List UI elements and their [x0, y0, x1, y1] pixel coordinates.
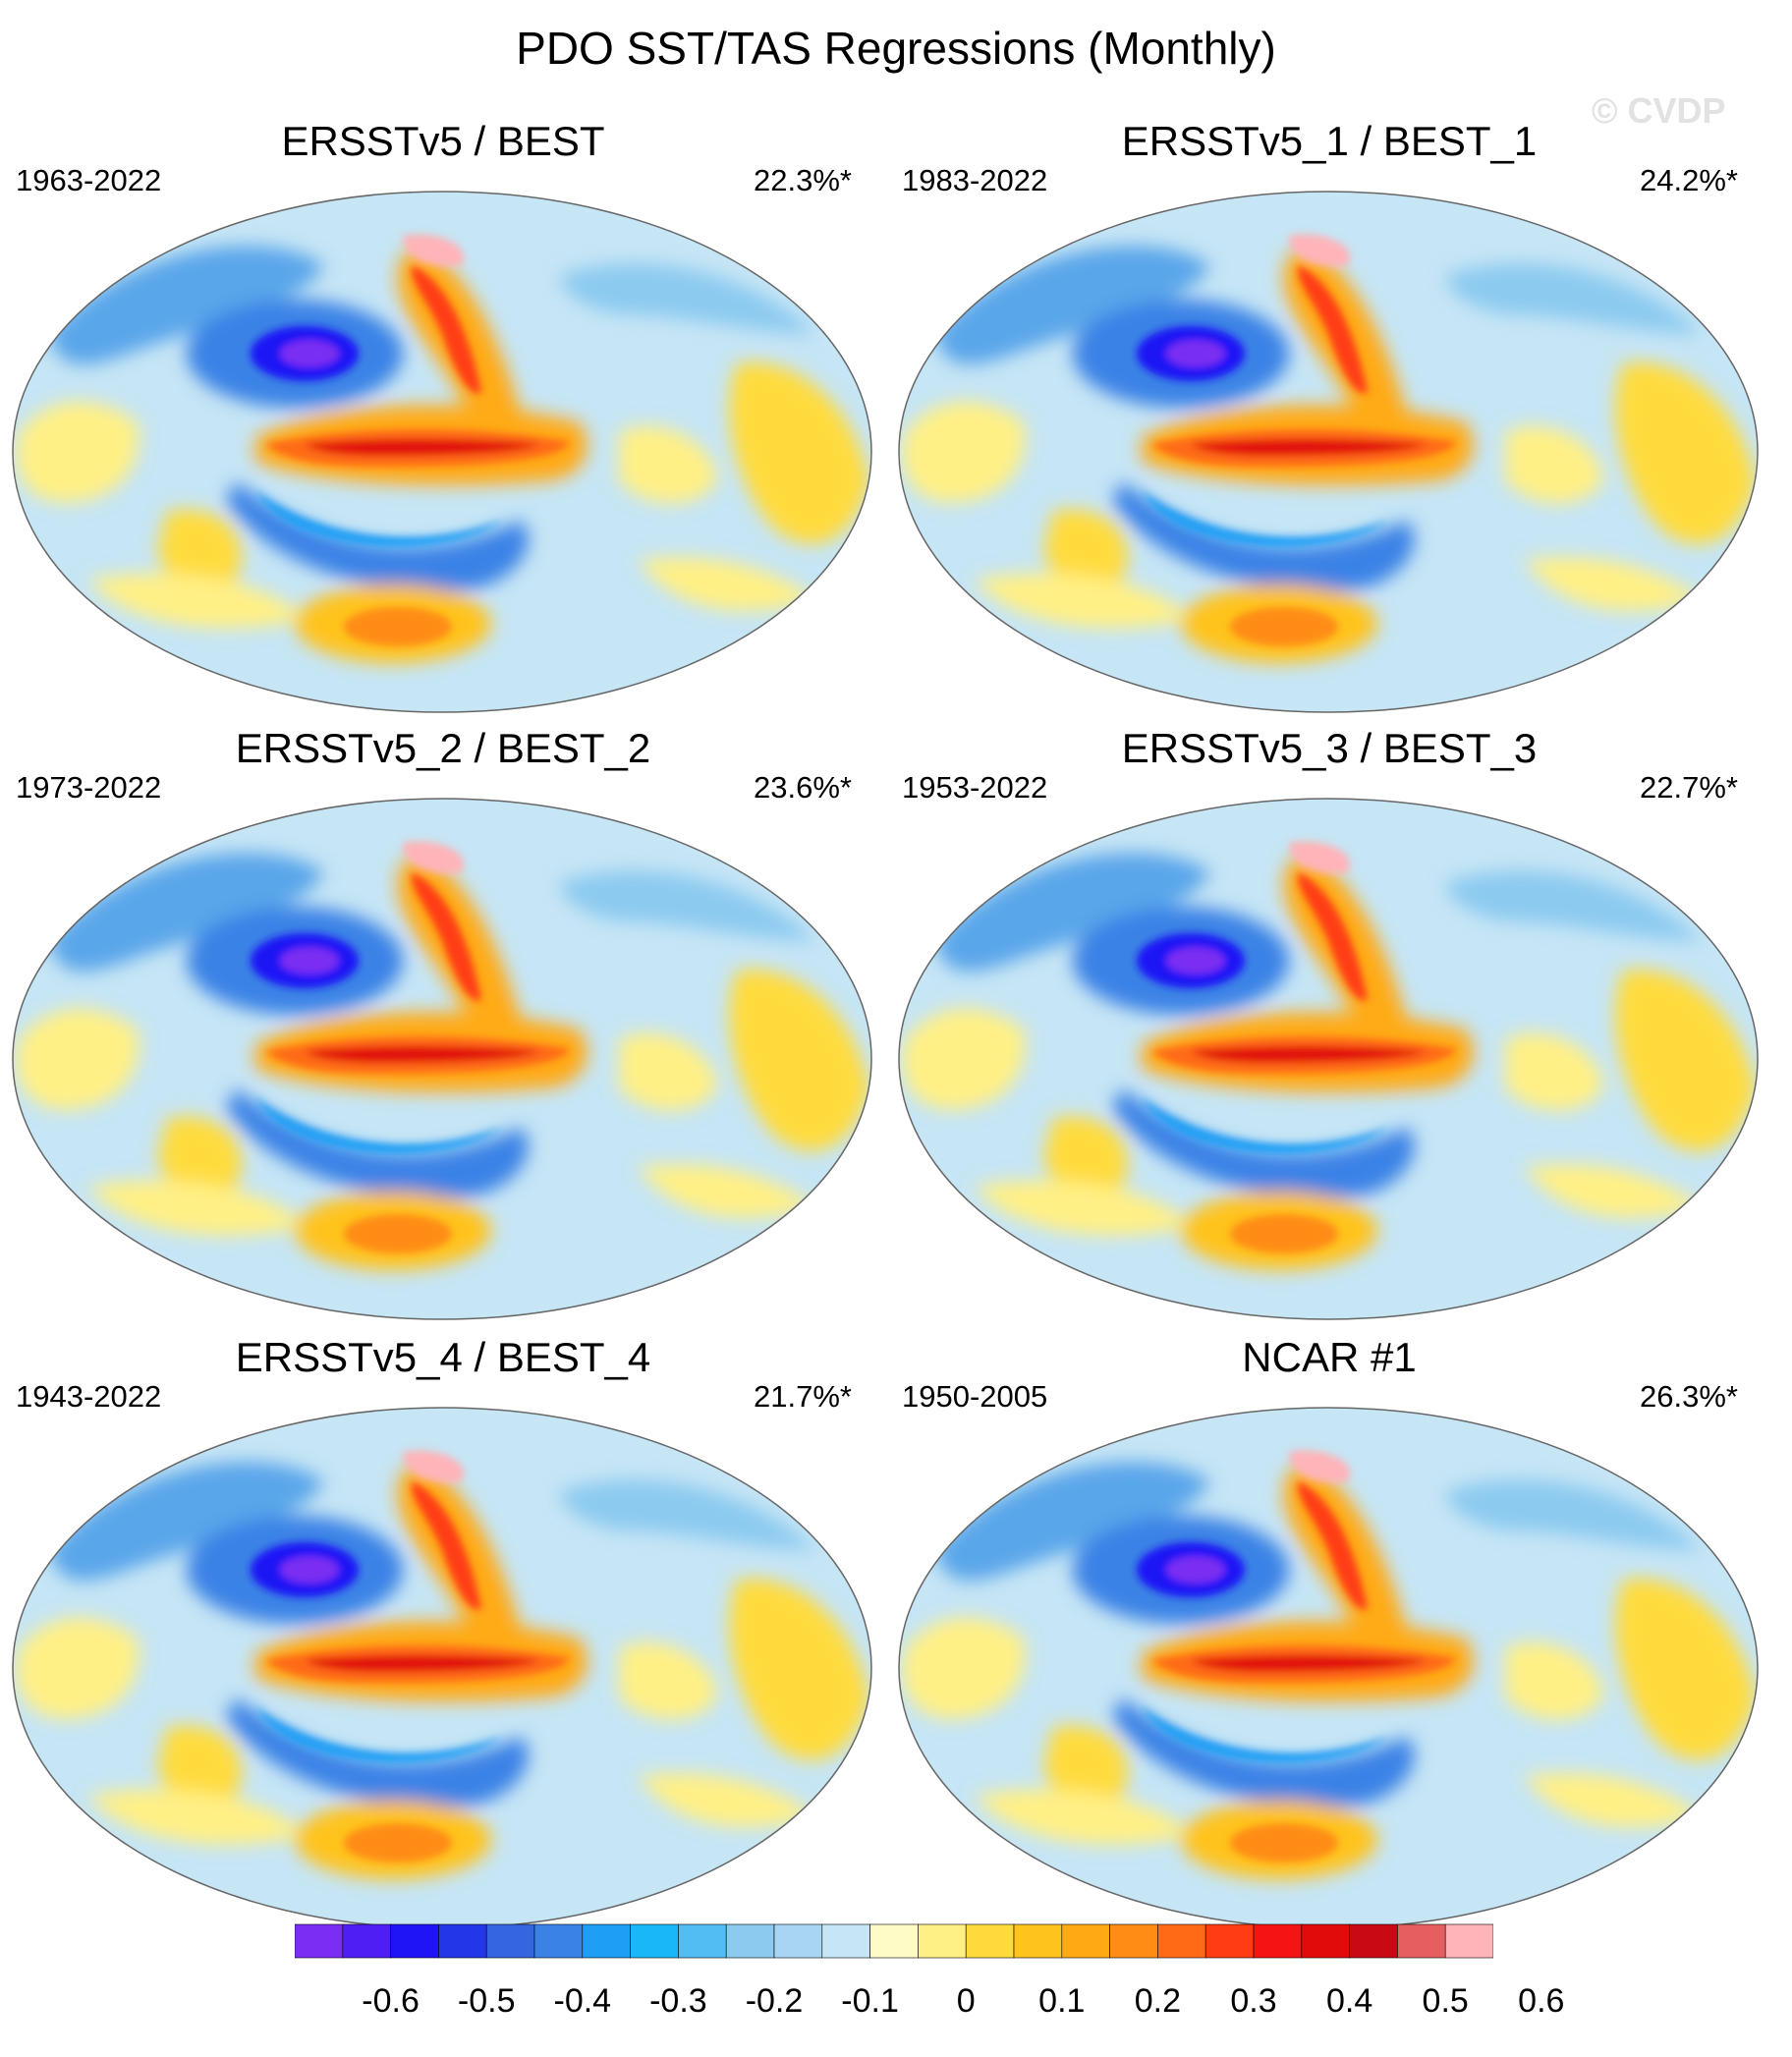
map-panel: ERSSTv5 / BEST 1963-2022 22.3%* — [0, 118, 886, 727]
colorbar-cell — [342, 1923, 391, 1959]
map-panel: NCAR #1 1950-2005 26.3%* — [886, 1334, 1772, 1943]
colorbar-cell — [1013, 1923, 1063, 1959]
colorbar-cell — [295, 1923, 344, 1959]
colorbar-cell — [1349, 1923, 1398, 1959]
colorbar-cell — [1204, 1923, 1255, 1959]
colorbar-cell — [1397, 1923, 1446, 1959]
colorbar-cell — [965, 1923, 1015, 1959]
panel-period: 1943-2022 — [16, 1379, 162, 1414]
panel-variance: 22.3%* — [754, 163, 852, 197]
colorbar-cell — [869, 1923, 919, 1959]
colorbar-cell — [390, 1923, 439, 1959]
panel-period: 1973-2022 — [16, 770, 162, 805]
regression-map — [12, 798, 872, 1320]
map-panel: ERSSTv5_1 / BEST_1 1983-2022 24.2%* — [886, 118, 1772, 727]
colorbar-tick-label: -0.1 — [841, 1982, 899, 2020]
colorbar-cell — [582, 1923, 631, 1959]
panel-title: NCAR #1 — [1242, 1334, 1417, 1380]
panel-variance: 24.2%* — [1640, 163, 1738, 197]
panel-title: ERSSTv5_4 / BEST_4 — [235, 1334, 651, 1380]
panel-period: 1983-2022 — [902, 163, 1048, 197]
colorbar-cell — [678, 1923, 727, 1959]
colorbar-cell — [918, 1923, 967, 1959]
colorbar-tick-label: 0.6 — [1518, 1982, 1565, 2020]
colorbar-cell — [1253, 1923, 1303, 1959]
colorbar-cell — [485, 1923, 535, 1959]
colorbar-labels: -0.6 -0.5 -0.4 -0.3 -0.2 -0.1 0 0.1 0.2 0.3 0.4 0.5… — [0, 1982, 1792, 2031]
panel-variance: 26.3%* — [1640, 1379, 1738, 1414]
colorbar-tick-label: -0.5 — [457, 1982, 516, 2020]
panel-variance: 22.7%* — [1640, 770, 1738, 805]
panel-title: ERSSTv5 / BEST — [281, 118, 605, 164]
colorbar-cell — [773, 1923, 823, 1959]
colorbar-tick-label: 0.5 — [1422, 1982, 1469, 2020]
colorbar-cell — [1157, 1923, 1206, 1959]
colorbar-tick-label: -0.4 — [553, 1982, 612, 2020]
colorbar-cell — [438, 1923, 487, 1959]
colorbar-cell — [533, 1923, 584, 1959]
colorbar-tick-label: 0.4 — [1325, 1982, 1373, 2020]
panel-title: ERSSTv5_2 / BEST_2 — [235, 725, 651, 771]
figure-title: PDO SST/TAS Regressions (Monthly) — [516, 23, 1276, 74]
panel-title: ERSSTv5_3 / BEST_3 — [1121, 725, 1538, 771]
map-panel: ERSSTv5_4 / BEST_4 1943-2022 21.7%* — [0, 1334, 886, 1943]
colorbar-tick-label: 0.2 — [1134, 1982, 1182, 2020]
colorbar-cell — [1444, 1923, 1493, 1959]
colorbar-cell — [1301, 1923, 1350, 1959]
colorbar-tick-label: -0.2 — [745, 1982, 804, 2020]
colorbar-tick-label: 0.1 — [1038, 1982, 1086, 2020]
panel-period: 1963-2022 — [16, 163, 162, 197]
colorbar-tick-label: 0 — [956, 1982, 976, 2020]
colorbar-cell — [630, 1923, 679, 1959]
panel-period: 1950-2005 — [902, 1379, 1048, 1414]
colorbar-tick-label: 0.3 — [1230, 1982, 1277, 2020]
colorbar-cell — [1061, 1923, 1110, 1959]
panel-variance: 21.7%* — [754, 1379, 852, 1414]
colorbar-cell — [725, 1923, 775, 1959]
colorbar-cell — [1109, 1923, 1158, 1959]
colorbar-cell — [821, 1923, 870, 1959]
regression-map — [898, 1407, 1759, 1929]
watermark: © CVDP — [1592, 90, 1726, 131]
panel-period: 1953-2022 — [902, 770, 1048, 805]
regression-map — [898, 798, 1759, 1320]
panel-title: ERSSTv5_1 / BEST_1 — [1121, 118, 1538, 164]
regression-map — [12, 191, 872, 713]
map-panel: ERSSTv5_3 / BEST_3 1953-2022 22.7%* — [886, 725, 1772, 1334]
colorbar-tick-label: -0.6 — [362, 1982, 420, 2020]
panel-variance: 23.6%* — [754, 770, 852, 805]
regression-map — [12, 1407, 872, 1929]
regression-map — [898, 191, 1759, 713]
map-panel: ERSSTv5_2 / BEST_2 1973-2022 23.6%* — [0, 725, 886, 1334]
colorbar-tick-label: -0.3 — [649, 1982, 707, 2020]
colorbar — [295, 1923, 1493, 1959]
